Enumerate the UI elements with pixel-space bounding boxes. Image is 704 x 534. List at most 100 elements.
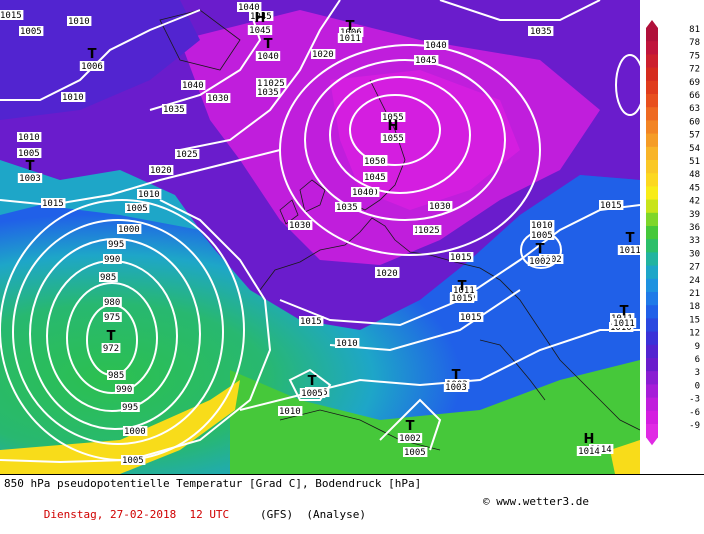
legend-value-label: 30 <box>689 249 700 259</box>
legend-value-label: 15 <box>689 315 700 325</box>
isobar-label-background <box>452 285 477 295</box>
legend-swatch <box>646 371 658 385</box>
isobar-label-background <box>162 104 187 114</box>
isobar-value-label: 1015 <box>460 313 482 323</box>
system-pressure-value: 1040 <box>257 52 279 62</box>
isobar-value-label: 1035 <box>163 105 185 115</box>
isobar-value-label: 1050 <box>364 157 386 167</box>
legend-swatch <box>646 107 658 121</box>
system-value-background <box>247 25 273 35</box>
isobar-label-background <box>449 252 474 262</box>
isobar-label-background <box>107 370 126 380</box>
isobar-value-label: 1005 <box>531 231 553 241</box>
legend-value-label: 54 <box>689 144 700 154</box>
isobar-value-label: 1005 <box>20 27 42 37</box>
legend-value-label: 33 <box>689 236 700 246</box>
legend-value-label: 21 <box>689 289 700 299</box>
legend-value-label: 0 <box>695 381 700 391</box>
isobar-value-label: 1025 <box>176 150 198 160</box>
legend-color-bar <box>646 20 658 446</box>
isobar-label-background <box>99 272 118 282</box>
legend-value-label: 42 <box>689 197 700 207</box>
isobar-value-label: 1045 <box>415 56 437 66</box>
system-pressure-value: 1014 <box>578 447 600 457</box>
legend-swatch <box>646 358 658 372</box>
isobar-label-background <box>529 26 554 36</box>
legend-arrow-down <box>646 437 658 446</box>
system-value-background <box>576 446 602 456</box>
isobar-label-background <box>125 203 150 213</box>
isobar-value-label: 1035 <box>257 88 279 98</box>
system-value-background <box>79 61 105 71</box>
isobar-label-background <box>417 225 442 235</box>
isobar-value-label: 1040 <box>425 41 447 51</box>
legend-value-label: 3 <box>695 368 700 378</box>
isobar-value-label: 1010 <box>18 133 40 143</box>
legend-swatch <box>646 199 658 214</box>
low-pressure-marker: T <box>452 368 461 383</box>
isobar-value-label: 1010 <box>336 339 358 349</box>
map-footer: 850 hPa pseudopotentielle Temperatur [Gr… <box>0 474 704 521</box>
isobar-value-label: 1040 <box>352 188 374 198</box>
map-title: 850 hPa pseudopotentielle Temperatur [Gr… <box>4 477 422 490</box>
isobar-label-background <box>123 426 148 436</box>
subtropical-band-east <box>610 440 640 474</box>
subtropical-band <box>0 380 240 474</box>
isobar-label-background <box>237 2 262 12</box>
isobar-label-background <box>414 55 439 65</box>
legend-swatch <box>646 67 658 82</box>
isobar-value-label: 1015 <box>450 253 472 263</box>
system-value-background <box>611 318 637 328</box>
isobar-value-label: 1015 <box>0 11 22 21</box>
system-pressure-value: 1006 <box>81 62 103 72</box>
legend-swatch <box>646 41 658 55</box>
legend-value-label: 75 <box>689 51 700 61</box>
isobar-label-background <box>256 87 281 97</box>
isobar-value-label: 985 <box>108 371 124 381</box>
isobar-label-background <box>41 198 66 208</box>
legend-value-label: -6 <box>689 408 700 418</box>
isobar-value-label: 975 <box>104 313 120 323</box>
system-value-background <box>337 33 363 43</box>
isobar-label-background <box>288 220 313 230</box>
legend-swatch <box>646 28 658 42</box>
system-value-background <box>255 51 281 61</box>
isobar-label-background <box>599 200 624 210</box>
isobar-label-background <box>363 172 388 182</box>
isobar-value-label: 1015 <box>300 317 322 327</box>
legend-value-label: 36 <box>689 223 700 233</box>
high-pressure-marker: H <box>584 432 595 447</box>
weather-map: 1010100510101010100510151015102010251030… <box>0 0 640 474</box>
low-pressure-marker: T <box>264 37 273 52</box>
isobar-value-label: 1010 <box>279 407 301 417</box>
system-pressure-value: 1003 <box>445 383 467 393</box>
source-credit: © www.wetter3.de <box>483 495 589 508</box>
legend-swatch <box>646 292 658 306</box>
isobar-value-label: 1025 <box>263 79 285 89</box>
weather-map-frame: 1010100510101010100510151015102010251030… <box>0 0 704 521</box>
system-pressure-value: 972 <box>103 344 119 354</box>
high-pressure-marker: H <box>255 11 266 26</box>
isobar-value-label: 995 <box>108 240 124 250</box>
system-value-background <box>397 433 423 443</box>
legend-value-label: 57 <box>689 131 700 141</box>
isobar-value-label: 1005 <box>126 204 148 214</box>
legend-swatch <box>646 410 658 425</box>
legend-swatch <box>646 252 658 267</box>
system-value-background <box>380 133 406 143</box>
legend-value-label: 51 <box>689 157 700 167</box>
analysis-date: Dienstag, 27-02-2018 12 UTC <box>43 508 230 521</box>
legend-swatch <box>646 305 658 319</box>
isobar-label-background <box>107 239 126 249</box>
legend-value-label: 60 <box>689 117 700 127</box>
isobar-label-background <box>103 254 122 264</box>
isobar-value-label: 990 <box>104 255 120 265</box>
system-pressure-value: 1011 <box>619 246 640 256</box>
legend-swatch <box>646 173 658 187</box>
legend-arrow-up <box>646 20 658 28</box>
isobar-label-background <box>530 230 555 240</box>
system-value-background <box>443 382 469 392</box>
isobar-value-label: 1025 <box>418 226 440 236</box>
isobar-value-label: 1005 <box>18 149 40 159</box>
atlantic-cyan-band <box>0 160 200 230</box>
